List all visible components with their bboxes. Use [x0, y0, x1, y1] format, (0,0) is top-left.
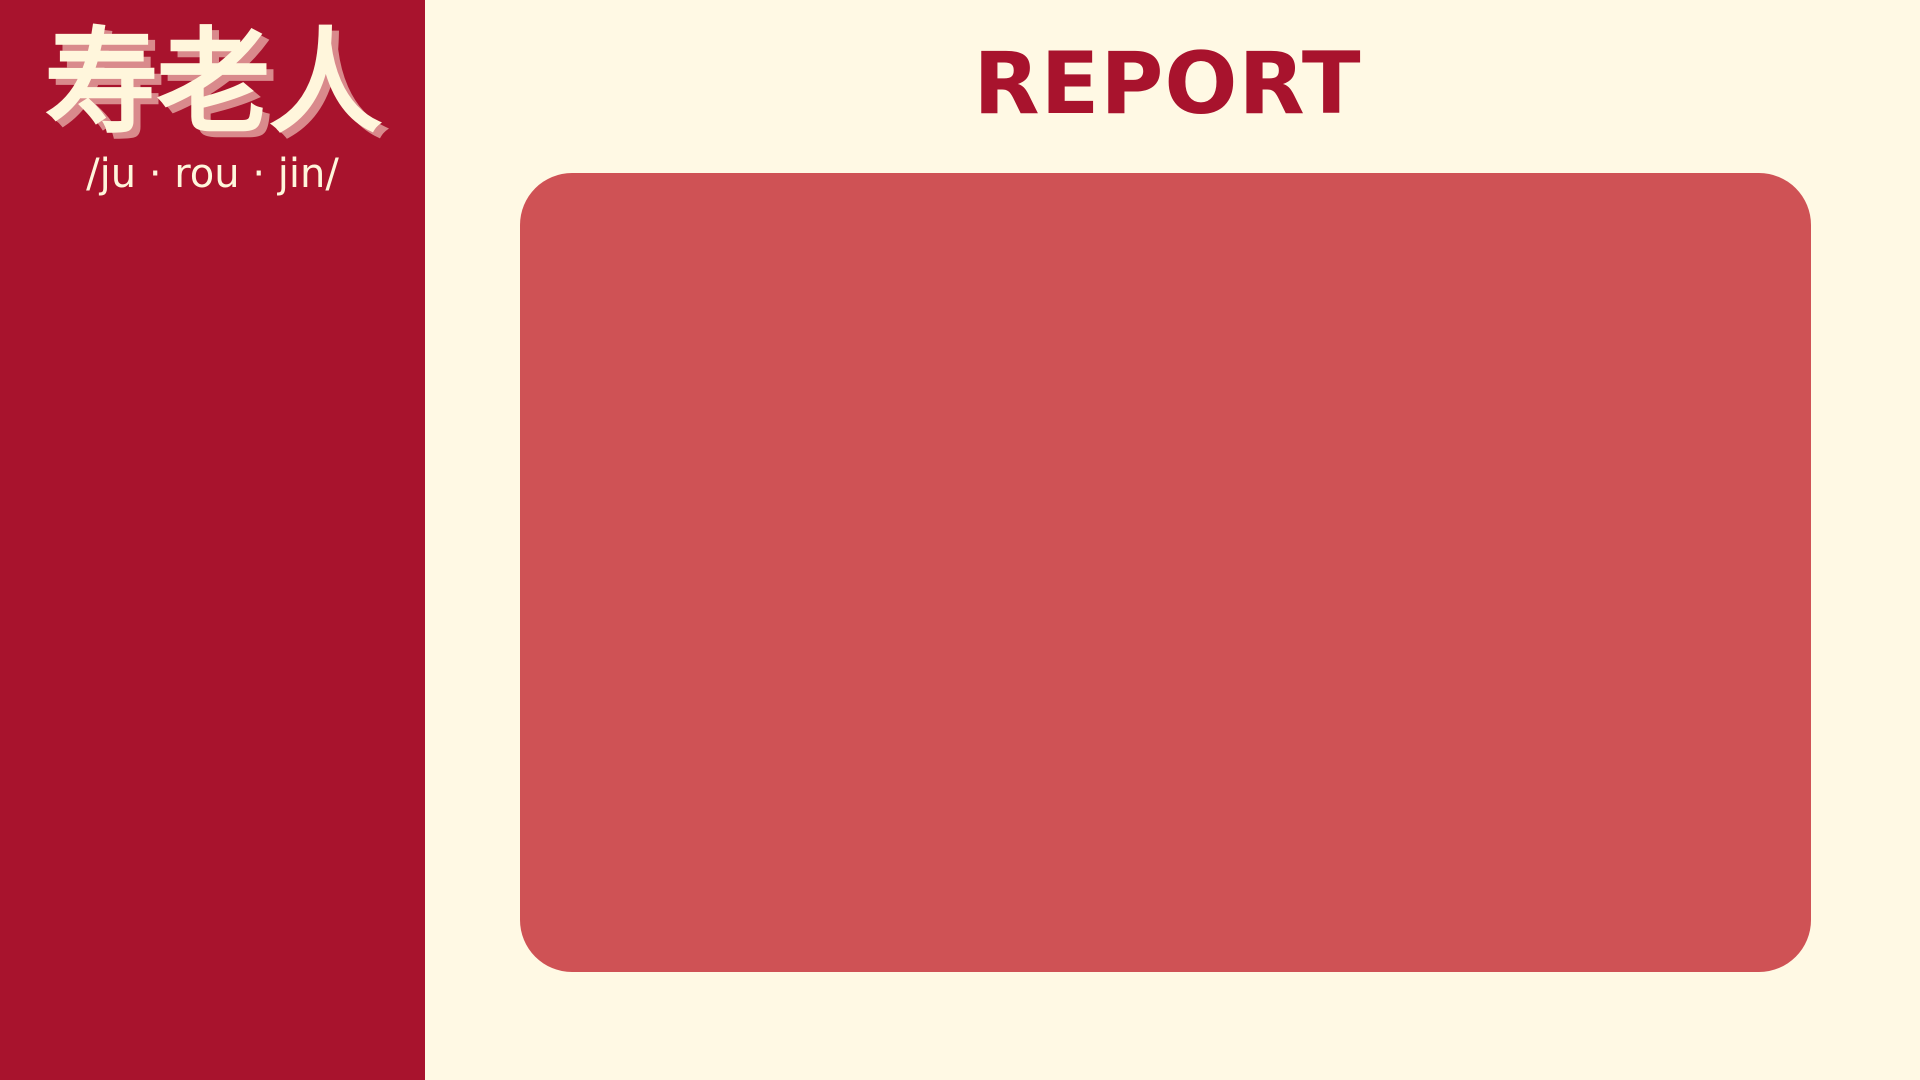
logo-title: 寿老人 — [44, 16, 382, 149]
page-title: REPORT — [973, 34, 1362, 134]
logo-romaji: /ju · rou · jin/ — [86, 151, 339, 197]
content-panel — [520, 173, 1811, 972]
sidebar: 寿老人 /ju · rou · jin/ — [0, 0, 425, 1080]
